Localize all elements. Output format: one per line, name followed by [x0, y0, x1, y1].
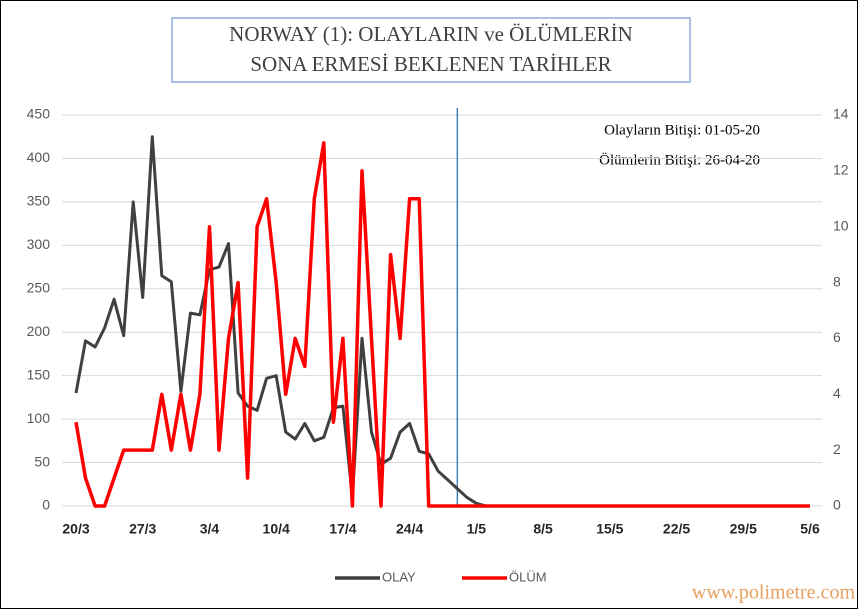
y-tick-label: 450: [27, 106, 51, 122]
x-tick-label: 15/5: [596, 521, 623, 537]
y2-tick-label: 4: [833, 385, 841, 401]
x-tick-label: 20/3: [62, 521, 89, 537]
y2-tick-label: 2: [833, 441, 841, 457]
y2-tick-label: 12: [833, 162, 849, 178]
x-tick-label: 27/3: [129, 521, 156, 537]
x-tick-label: 10/4: [263, 521, 290, 537]
chart-title: SONA ERMESİ BEKLENEN TARİHLER: [250, 52, 611, 76]
annotation: Ölümlerin Bitişi: 26-04-20: [599, 151, 760, 168]
x-tick-label: 22/5: [663, 521, 690, 537]
y2-tick-label: 14: [833, 106, 849, 122]
y-tick-label: 200: [27, 323, 51, 339]
x-tick-label: 5/6: [800, 521, 820, 537]
series-line: [74, 141, 810, 508]
x-tick-label: 24/4: [396, 521, 423, 537]
y2-tick-label: 0: [833, 497, 841, 513]
title-box: [171, 17, 691, 83]
legend-label: ÖLÜM: [509, 569, 547, 584]
annotation: Olayların Bitişi: 01-05-20: [604, 122, 760, 138]
x-tick-label: 8/5: [533, 521, 553, 537]
watermark: www.polimetre.com: [692, 582, 856, 604]
y-tick-label: 400: [27, 149, 51, 165]
y-tick-label: 300: [27, 236, 51, 252]
y-tick-label: 0: [42, 497, 50, 513]
y2-tick-label: 10: [833, 217, 849, 233]
y-tick-label: 100: [27, 410, 51, 426]
x-tick-label: 17/4: [329, 521, 356, 537]
chart-title: NORWAY (1): OLAYLARIN ve ÖLÜMLERİN: [229, 22, 633, 46]
legend-label: OLAY: [382, 569, 416, 584]
y-tick-label: 250: [27, 279, 51, 295]
y-tick-label: 350: [27, 193, 51, 209]
y-tick-label: 50: [34, 453, 50, 469]
x-tick-label: 3/4: [200, 521, 220, 537]
x-tick-label: 1/5: [467, 521, 487, 537]
y2-tick-label: 6: [833, 329, 841, 345]
y-tick-label: 150: [27, 366, 51, 382]
x-tick-label: 29/5: [730, 521, 757, 537]
y2-tick-label: 8: [833, 273, 841, 289]
